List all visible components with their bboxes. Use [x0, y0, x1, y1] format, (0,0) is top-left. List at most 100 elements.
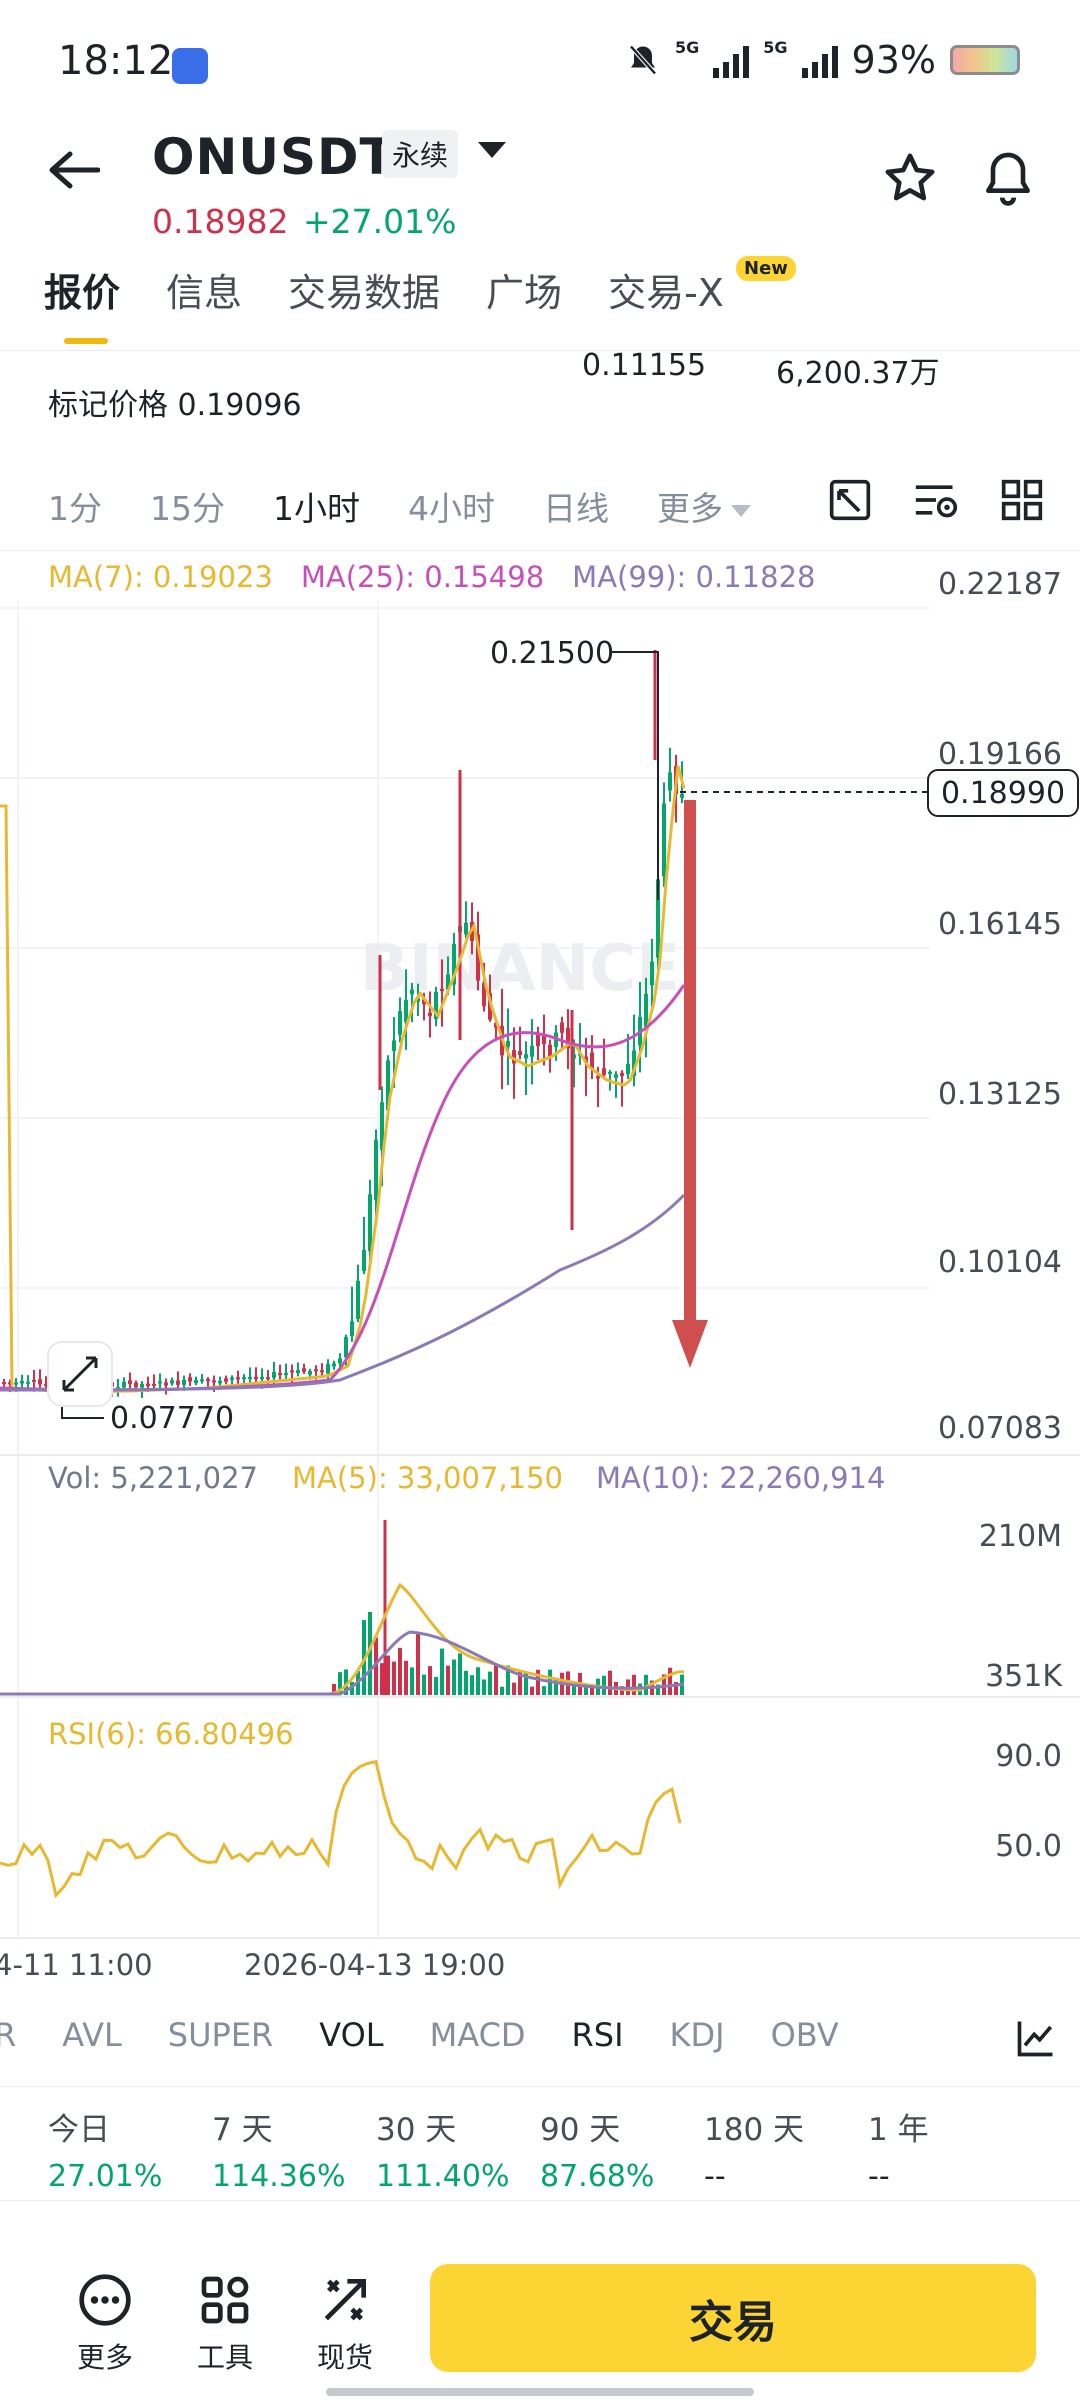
contract-type-tag: 永续 [382, 130, 459, 178]
current-price-tag [927, 769, 1079, 817]
tab-quote[interactable]: 报价 [44, 271, 121, 315]
current-price-label: 0.18990 [941, 776, 1065, 811]
footer-tools-button[interactable]: 工具 [180, 2272, 270, 2376]
status-time: 18:12 [58, 38, 174, 84]
perf-label: 180 天 [704, 2112, 805, 2148]
chart-tools [828, 478, 1044, 522]
interval-1d[interactable]: 日线 [543, 489, 609, 528]
perf-label: 90 天 [540, 2112, 621, 2148]
footer-more-label: 更多 [76, 2341, 133, 2374]
perf-label: 1 年 [868, 2112, 929, 2148]
perf-value: 87.68% [540, 2159, 655, 2194]
divider [0, 550, 1080, 551]
indicator-tab[interactable]: SUPER [167, 2016, 274, 2054]
tab-square[interactable]: 广场 [486, 271, 563, 315]
perf-value: -- [704, 2159, 726, 2194]
alert-bell-icon[interactable] [980, 148, 1036, 208]
interval-15m[interactable]: 15分 [150, 489, 225, 528]
back-arrow-icon[interactable] [48, 150, 100, 190]
indicator-tab[interactable]: OBV [770, 2016, 839, 2054]
price-tick: 0.13125 [938, 1077, 1062, 1112]
indicator-tab[interactable]: MACD [429, 2016, 526, 2054]
perf-30d: 30 天 111.40% [376, 2104, 540, 2194]
interval-4h[interactable]: 4小时 [408, 489, 495, 528]
time-tick: 4-11 11:00 [0, 1948, 153, 1980]
interval-selector: 1分 15分 1小时 4小时 日线 更多 [48, 482, 751, 530]
symbol-dropdown-icon[interactable] [478, 142, 506, 158]
price-tick: 0.19166 [938, 737, 1062, 772]
new-badge: New [736, 256, 796, 281]
low-price-label: 0.07770 [110, 1401, 234, 1436]
expand-icon [62, 1356, 98, 1392]
indicator-tabs: R AVL SUPER VOL MACD RSI KDJ OBV [0, 2016, 839, 2054]
price-tick: 0.07083 [938, 1411, 1062, 1446]
indicator-settings-icon[interactable] [1014, 2016, 1058, 2060]
perf-90d: 90 天 87.68% [540, 2104, 704, 2194]
interval-more[interactable]: 更多 [657, 482, 751, 530]
perf-label: 7 天 [212, 2112, 273, 2148]
battery-icon [950, 45, 1020, 75]
candlesticks [2, 650, 684, 1398]
down-arrow-annotation [672, 1320, 708, 1368]
interval-1h[interactable]: 1小时 [273, 489, 360, 528]
tab-trading-data[interactable]: 交易数据 [288, 271, 441, 315]
perf-7d: 7 天 114.36% [212, 2104, 376, 2194]
indicator-tab[interactable]: KDJ [669, 2016, 725, 2054]
chevron-down-icon [731, 504, 751, 517]
more-dots-icon [79, 2274, 131, 2326]
network-type-1: 5G [675, 38, 700, 57]
perf-today: 今日 27.01% [48, 2104, 212, 2194]
spot-swap-icon [324, 2279, 366, 2321]
vol-axis-bottom: 351K [985, 1659, 1063, 1694]
price-tick: 0.10104 [938, 1245, 1062, 1280]
chart-settings-icon[interactable] [912, 478, 960, 522]
volume-value: 6,200.37万 [776, 356, 940, 391]
price-tick: 0.16145 [938, 907, 1062, 942]
perf-value: 111.40% [376, 2159, 510, 2194]
vol-axis-top: 210M [979, 1519, 1062, 1554]
footer-spot-button[interactable]: 现货 [300, 2272, 390, 2376]
divider [0, 2086, 1080, 2087]
footer-more-button[interactable]: 更多 [60, 2272, 150, 2376]
tab-trade-x[interactable]: 交易-X [608, 271, 724, 315]
favorite-star-icon[interactable] [882, 150, 938, 206]
signal-icon-1 [713, 42, 750, 78]
time-tick: 2026-04-13 19:00 [244, 1948, 505, 1980]
fullscreen-chart-icon[interactable] [828, 478, 872, 522]
indicator-tab[interactable]: AVL [62, 2016, 122, 2054]
tab-info[interactable]: 信息 [166, 271, 243, 315]
interval-1m[interactable]: 1分 [48, 489, 102, 528]
indicator-tab[interactable]: R [0, 2016, 17, 2054]
signal-icon-2 [801, 42, 838, 78]
ma99-label: MA(99): 0.11828 [572, 560, 816, 594]
low-value: 0.11155 [582, 348, 707, 383]
rsi-label: RSI(6): 66.80496 [48, 1717, 294, 1751]
main-tabs: 报价 信息 交易数据 广场 交易-X [44, 262, 724, 317]
chart-grid [0, 600, 930, 1938]
indicator-tab-vol[interactable]: VOL [319, 2016, 384, 2054]
footer-spot-label: 现货 [316, 2341, 373, 2374]
mark-price-value: 0.19096 [177, 388, 302, 423]
price-chart[interactable]: BINANCE 0.22187 0.19166 0.16145 0.13125 … [0, 550, 1080, 1980]
last-price: 0.18982 [152, 202, 289, 241]
price-tick: 0.22187 [938, 567, 1062, 602]
perf-1y: 1 年 -- [868, 2104, 1032, 2194]
ma-lines [0, 765, 686, 1394]
perf-value: -- [868, 2159, 890, 2194]
ma7-label: MA(7): 0.19023 [48, 560, 273, 594]
perf-value: 27.01% [48, 2159, 163, 2194]
watermark: BINANCE [360, 932, 680, 1006]
grid-layout-icon[interactable] [1000, 478, 1044, 522]
divider [0, 350, 1080, 351]
trade-button[interactable]: 交易 [430, 2264, 1036, 2372]
indicator-tab-rsi[interactable]: RSI [571, 2016, 624, 2054]
vol-ma10-label: MA(10): 22,260,914 [596, 1461, 885, 1495]
perf-label: 今日 [48, 2112, 110, 2148]
vol-label: Vol: 5,221,027 [48, 1461, 258, 1495]
symbol-title[interactable]: ONUSDT [152, 128, 395, 186]
interval-more-label: 更多 [657, 489, 723, 528]
rsi-axis-mid: 50.0 [995, 1829, 1062, 1864]
ma25-label: MA(25): 0.15498 [300, 560, 545, 594]
perf-value: 114.36% [212, 2159, 346, 2194]
mute-bell-icon [629, 45, 657, 75]
